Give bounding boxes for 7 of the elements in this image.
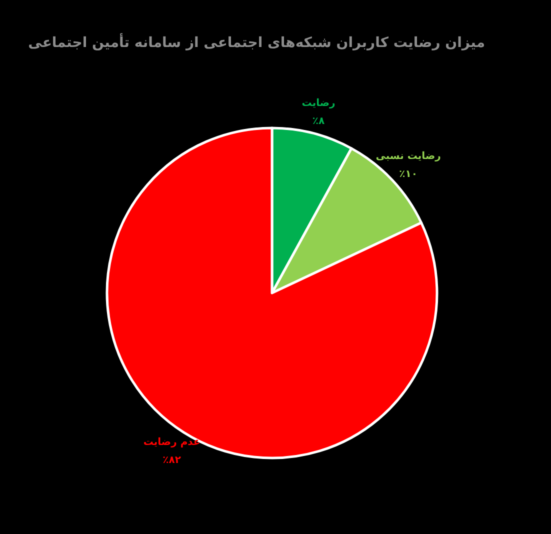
data-label: ٪۸ xyxy=(312,116,325,127)
slice-label: عدم رضایت xyxy=(143,436,200,448)
data-label: ٪۱۰ xyxy=(399,168,418,180)
data-label: ٪۸۲ xyxy=(162,454,181,466)
slice-label: رضایت نسبی xyxy=(376,150,442,162)
slice-label: رضایت xyxy=(302,98,336,109)
chart-title: میزان رضایت کاربران شبکه‌های اجتماعی از سامانه تأمین اجتماعی xyxy=(28,33,485,51)
